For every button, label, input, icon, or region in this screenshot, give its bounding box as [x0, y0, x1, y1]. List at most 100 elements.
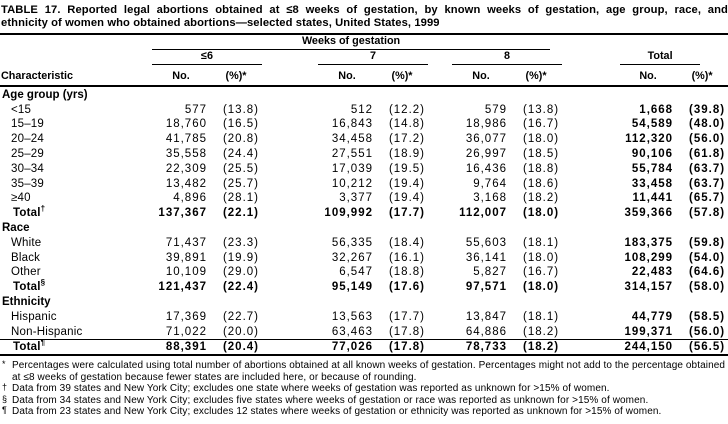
footnote-symbol: ¶ [2, 404, 7, 415]
count-cell: 16,436 [465, 162, 507, 175]
col-header-pct: (%)* [676, 65, 728, 87]
section-label: Age group (yrs) [2, 88, 88, 101]
table-row: 35–39 13,482 (25.7) 10,212 (19.4) 9,764 (18.6)… [0, 176, 728, 191]
percent-cell: (61.8) [689, 147, 726, 160]
count-cell: 4,896 [173, 192, 207, 205]
count-cell: 35,558 [165, 147, 207, 160]
table-title: TABLE 17. Reported legal abortions obtai… [0, 0, 728, 35]
table-title-line1: TABLE 17. Reported legal abortions obtai… [1, 4, 728, 16]
column-spacer [562, 191, 620, 206]
column-spacer [262, 117, 318, 132]
column-spacer [262, 324, 318, 339]
count-cell: 90,106 [631, 147, 674, 160]
table-row: Non-Hispanic 71,022 (20.0) 63,463 (17.8) 64,8… [0, 324, 728, 339]
count-cell: 244,150 [620, 338, 677, 356]
count-cell: 32,267 [331, 251, 373, 264]
percent-cell: (25.7) [222, 177, 259, 190]
column-spacer [428, 250, 452, 265]
column-spacer [428, 102, 452, 117]
count-cell: 579 [484, 103, 507, 116]
count-cell: 183,375 [624, 236, 674, 249]
percent-cell: (18.2) [510, 338, 563, 356]
col-header-pct: (%)* [210, 65, 262, 87]
count-cell: 44,779 [631, 310, 674, 323]
column-spacer [428, 324, 452, 339]
percent-cell: (22.4) [222, 281, 259, 294]
row-label: Total§ [13, 278, 46, 294]
percent-cell: (24.4) [222, 147, 259, 160]
row-label: 30–34 [11, 162, 44, 175]
footnote-marker: § [40, 278, 46, 288]
count-cell: 56,335 [331, 236, 373, 249]
column-spacer [428, 235, 452, 250]
count-cell: 121,437 [158, 281, 207, 294]
column-spacer [262, 250, 318, 265]
total-row: Total¶ 88,391 (20.4) 77,026 (17.8) 78,733 (18.… [0, 338, 728, 356]
count-cell: 6,547 [339, 266, 373, 279]
column-spacer [428, 205, 452, 220]
column-spacer [562, 279, 620, 294]
percent-cell: (18.2) [523, 325, 560, 338]
count-cell: 13,482 [165, 177, 207, 190]
percent-cell: (17.7) [388, 310, 425, 323]
section-label: Ethnicity [2, 295, 51, 308]
count-cell: 359,366 [624, 207, 674, 220]
count-cell: 10,109 [165, 266, 207, 279]
percent-cell: (18.8) [388, 266, 425, 279]
column-spacer [428, 338, 452, 356]
spacer-cell [0, 35, 152, 50]
count-cell: 54,589 [631, 118, 674, 131]
column-spacer [262, 131, 318, 146]
footnote-marker: ¶ [40, 338, 46, 348]
table-row: 15–19 18,760 (16.5) 16,843 (14.8) 18,986 (16.7… [0, 117, 728, 132]
percent-cell: (18.8) [523, 162, 560, 175]
percent-cell: (18.0) [523, 251, 560, 264]
percent-cell: (14.8) [388, 118, 425, 131]
column-header-row: Characteristic No. (%)* No. (%)* No. (%)… [0, 65, 728, 87]
percent-cell: (17.6) [388, 281, 425, 294]
column-spacer [428, 146, 452, 161]
column-spacer [562, 131, 620, 146]
table-body: Age group (yrs) <15 577 (13.8) 512 (12.2) 579 (… [0, 86, 728, 356]
percent-cell: (19.4) [388, 177, 425, 190]
count-cell: 199,371 [624, 325, 674, 338]
percent-cell: (54.0) [689, 251, 726, 264]
percent-cell: (25.5) [222, 162, 259, 175]
percent-cell: (19.9) [222, 251, 259, 264]
column-spacer [262, 176, 318, 191]
column-spacer [428, 191, 452, 206]
row-label: Total† [13, 204, 46, 220]
footnote: § Data from 34 states and New York City; … [1, 393, 726, 406]
count-cell: 11,441 [632, 192, 674, 205]
percent-cell: (18.5) [523, 147, 560, 160]
table-row: Hispanic 17,369 (22.7) 13,563 (17.7) 13,847 (1… [0, 309, 728, 324]
footnote-symbol: § [2, 393, 8, 404]
count-cell: 22,483 [631, 266, 674, 279]
column-spacer [562, 102, 620, 117]
column-spacer [262, 338, 318, 356]
column-spacer [262, 191, 318, 206]
column-spacer [562, 338, 621, 356]
percent-cell: (17.8) [388, 325, 425, 338]
row-label: Total¶ [0, 338, 152, 356]
spacer-cell [562, 50, 620, 65]
spacer-cell [562, 65, 621, 87]
column-spacer [428, 161, 452, 176]
percent-cell: (58.0) [689, 281, 726, 294]
group-header-8: 8 [452, 50, 563, 65]
count-cell: 112,320 [625, 133, 674, 146]
spacer-cell [262, 50, 318, 65]
count-cell: 577 [184, 103, 207, 116]
column-spacer [562, 250, 620, 265]
percent-cell: (18.1) [523, 310, 560, 323]
count-cell: 10,212 [331, 177, 373, 190]
count-cell: 26,997 [465, 147, 507, 160]
percent-cell: (18.4) [388, 236, 425, 249]
spacer-cell [0, 50, 152, 65]
column-spacer [562, 117, 620, 132]
column-spacer [562, 235, 620, 250]
percent-cell: (16.5) [222, 118, 259, 131]
table-row: Other 10,109 (29.0) 6,547 (18.8) 5,827 (16.7) 2… [0, 265, 728, 280]
count-cell: 512 [350, 103, 373, 116]
percent-cell: (16.1) [388, 251, 425, 264]
